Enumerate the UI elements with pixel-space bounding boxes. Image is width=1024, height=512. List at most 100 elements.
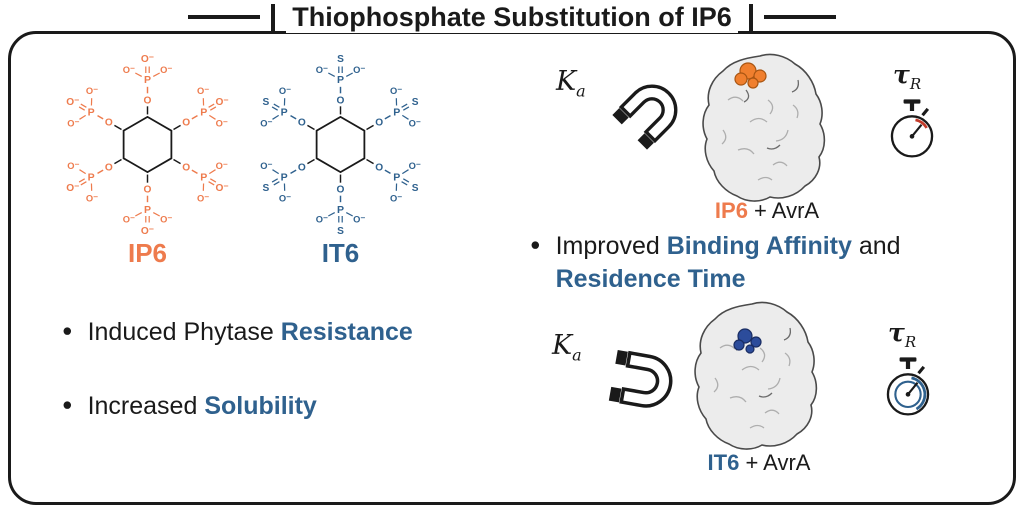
- title-left-line: [188, 15, 261, 19]
- it6-structure: O P S O⁻ O⁻ O P S O⁻ O⁻ O P S O⁻ O⁻ O P S O⁻ O⁻ O P S O⁻ O⁻ O P S O⁻…: [243, 47, 438, 269]
- svg-text:O: O: [337, 95, 345, 106]
- svg-text:P: P: [393, 172, 400, 184]
- svg-text:P: P: [200, 172, 207, 184]
- stopwatch-icon: [890, 99, 934, 158]
- finding-pre: Improved: [555, 232, 667, 260]
- protein-surface-texture: [713, 344, 791, 429]
- svg-text:O: O: [182, 118, 190, 129]
- title-right-tick: [748, 3, 753, 31]
- bullet-solubility: ● Increased Solubility: [62, 390, 317, 423]
- bullet-solubility-text: Increased Solubility: [88, 390, 317, 423]
- caption-ligand-it6: IT6: [707, 450, 740, 475]
- ip6-molecule-drawing: OPO⁻O⁻O⁻OPO⁻O⁻O⁻OPO⁻O⁻O⁻OPO⁻O⁻ O⁻OPO⁻O⁻O⁻…: [66, 54, 228, 237]
- ligand-patch: [733, 328, 762, 354]
- caption-rest: + AvrA: [747, 198, 820, 223]
- svg-text:P: P: [337, 74, 344, 86]
- title-right-line: [763, 15, 836, 19]
- stopwatch-icon: [886, 357, 930, 416]
- caption-ligand-ip6: IP6: [714, 198, 748, 223]
- svg-text:O: O: [182, 162, 190, 173]
- svg-text:O⁻: O⁻: [216, 118, 228, 128]
- finding-highlight-1: Binding Affinity: [666, 232, 852, 260]
- svg-text:O⁻: O⁻: [409, 118, 421, 128]
- stopwatch-arc: [894, 376, 927, 411]
- finding-text: Improved Binding Affinity and Residence …: [556, 230, 901, 296]
- svg-text:P: P: [337, 204, 344, 216]
- ka-symbol: K: [552, 330, 573, 361]
- svg-text:O⁻: O⁻: [141, 54, 154, 65]
- protein-surface-avra: [702, 53, 826, 202]
- caption-it6-avra: IT6 + AvrA: [674, 450, 844, 476]
- ip6-structure: O P O⁻ O⁻ O⁻ O P O⁻ O⁻ O⁻ O P O⁻ O⁻ O⁻ O P O⁻ O⁻ O⁻ O P O⁻ O⁻ O⁻…: [50, 47, 245, 269]
- bullet-phytase-resistance: ● Induced Phytase Resistance: [62, 316, 413, 349]
- svg-text:O: O: [144, 95, 152, 106]
- ka-subscript: a: [572, 345, 582, 365]
- figure-border: [8, 31, 1016, 505]
- svg-text:P: P: [88, 107, 95, 119]
- protein-blob: [694, 301, 818, 450]
- bullet-dot: ●: [62, 394, 73, 414]
- bullet-phytase-text: Induced Phytase Resistance: [88, 316, 413, 349]
- bullet-binding-affinity: ● Improved Binding Affinity and Residenc…: [530, 230, 1000, 296]
- ka-label: Ka: [556, 66, 586, 100]
- stopwatch-arc: [915, 118, 928, 129]
- svg-text:O: O: [105, 162, 113, 173]
- bullet-solubility-highlight: Solubility: [204, 392, 317, 420]
- svg-text:S: S: [337, 226, 344, 237]
- svg-text:O⁻: O⁻: [197, 86, 209, 96]
- svg-text:P: P: [144, 204, 151, 216]
- tau-symbol: τ: [888, 318, 905, 347]
- svg-text:S: S: [412, 97, 419, 108]
- svg-text:O⁻: O⁻: [279, 86, 291, 96]
- svg-text:O: O: [144, 185, 152, 196]
- svg-text:O⁻: O⁻: [215, 97, 228, 108]
- svg-text:O⁻: O⁻: [66, 183, 79, 194]
- svg-text:O: O: [298, 162, 306, 173]
- svg-text:O: O: [105, 118, 113, 129]
- protein-surface-texture: [721, 96, 799, 181]
- magnet-icon: [608, 350, 673, 408]
- svg-text:O: O: [375, 118, 383, 129]
- svg-text:O⁻: O⁻: [86, 86, 98, 96]
- bullet-phytase-pre: Induced Phytase: [87, 318, 281, 346]
- svg-text:O: O: [375, 162, 383, 173]
- svg-text:S: S: [337, 54, 344, 65]
- svg-text:O⁻: O⁻: [123, 215, 135, 225]
- protein-surface-avra: [694, 301, 818, 450]
- finding-highlight-2: Residence Time: [555, 265, 746, 293]
- title-left-tick: [271, 3, 276, 31]
- svg-text:O⁻: O⁻: [216, 161, 228, 171]
- ka-label: Ka: [552, 330, 582, 364]
- svg-text:O⁻: O⁻: [67, 161, 79, 171]
- svg-text:O⁻: O⁻: [160, 65, 172, 75]
- ligand-patch: [734, 62, 767, 89]
- tau-subscript: R: [909, 75, 922, 93]
- svg-text:O⁻: O⁻: [316, 65, 328, 75]
- ip6-label: IP6: [127, 238, 168, 268]
- svg-text:P: P: [393, 107, 400, 119]
- svg-text:O⁻: O⁻: [409, 161, 421, 171]
- svg-text:O⁻: O⁻: [390, 86, 402, 96]
- svg-text:P: P: [144, 74, 151, 86]
- svg-text:P: P: [200, 107, 207, 119]
- it6-label: IT6: [321, 238, 360, 268]
- svg-text:O⁻: O⁻: [316, 215, 328, 225]
- figure-title-row: Thiophosphate Substitution of IP6: [0, 0, 1024, 34]
- tau-subscript: R: [904, 333, 917, 351]
- svg-text:P: P: [88, 172, 95, 184]
- bullet-solubility-pre: Increased: [87, 392, 205, 420]
- tau-label: τR: [888, 318, 916, 351]
- svg-text:O⁻: O⁻: [260, 118, 272, 128]
- svg-text:O⁻: O⁻: [353, 65, 365, 75]
- svg-text:O⁻: O⁻: [353, 215, 365, 225]
- svg-text:O: O: [337, 185, 345, 196]
- svg-text:O⁻: O⁻: [123, 65, 135, 75]
- svg-text:O⁻: O⁻: [197, 193, 209, 203]
- protein-crevices: [743, 79, 800, 150]
- svg-text:P: P: [281, 107, 288, 119]
- svg-text:O⁻: O⁻: [66, 97, 79, 108]
- svg-text:S: S: [412, 183, 419, 194]
- svg-text:O⁻: O⁻: [141, 226, 154, 237]
